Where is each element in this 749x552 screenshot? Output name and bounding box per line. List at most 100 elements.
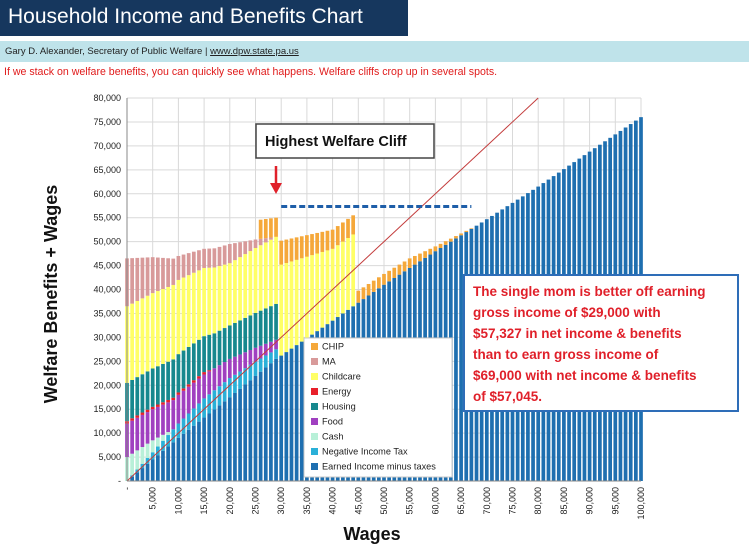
bar-segment: [171, 359, 176, 398]
legend-swatch: [311, 418, 318, 425]
bar-segment: [248, 240, 253, 252]
y-tick-label: 80,000: [93, 93, 121, 103]
y-tick-label: 15,000: [93, 404, 121, 414]
x-tick-label: 95,000: [610, 487, 620, 515]
bar-segment: [130, 420, 134, 454]
callout-line: gross income of $29,000 with: [473, 305, 661, 320]
bar-segment: [222, 328, 227, 363]
bar-segment: [325, 230, 330, 251]
legend-label: Energy: [322, 387, 352, 397]
x-tick-label: 40,000: [328, 487, 338, 515]
legend-swatch: [311, 463, 318, 470]
cliff-label: Highest Welfare Cliff: [265, 134, 407, 150]
bar-segment: [227, 263, 232, 326]
bar-segment: [305, 256, 309, 339]
bar-segment: [191, 408, 196, 426]
bar-segment: [274, 339, 278, 350]
bar-segment: [448, 238, 453, 242]
x-axis-label: Wages: [343, 524, 400, 544]
x-tick-label: 35,000: [302, 487, 312, 515]
legend-swatch: [311, 343, 318, 350]
y-tick-label: 25,000: [93, 356, 121, 366]
bar-segment: [222, 362, 227, 383]
y-tick-label: 10,000: [93, 428, 121, 438]
bar-segment: [181, 388, 186, 391]
bar-segment: [191, 343, 196, 381]
bar-segment: [155, 404, 160, 407]
bar-segment: [443, 241, 448, 245]
bar-segment: [217, 246, 222, 267]
bar-segment: [161, 289, 165, 364]
bar-segment: [150, 368, 155, 407]
bar-segment: [428, 248, 433, 255]
bar-segment: [166, 446, 170, 481]
bar-segment: [253, 239, 258, 249]
bar-segment: [294, 259, 299, 346]
bar-segment: [166, 402, 170, 433]
subtitle: If we stack on welfare benefits, you can…: [4, 66, 498, 78]
bar-segment: [299, 258, 304, 342]
bar-segment: [202, 398, 206, 418]
bar-segment: [356, 290, 361, 303]
bar-segment: [135, 300, 140, 378]
x-tick-label: 15,000: [199, 487, 209, 515]
bar-segment: [330, 248, 335, 321]
bar-segment: [222, 382, 227, 402]
bar-segment: [253, 347, 258, 362]
x-tick-label: 70,000: [482, 487, 492, 515]
cliff-arrow-head: [270, 183, 282, 194]
bar-segment: [197, 378, 201, 404]
bar-segment: [202, 374, 206, 399]
bar-segment: [197, 376, 201, 379]
bar-segment: [171, 400, 176, 430]
bar-segment: [402, 261, 407, 272]
x-tick-label: 25,000: [251, 487, 261, 515]
y-tick-label: 65,000: [93, 165, 121, 175]
bar-segment: [145, 295, 150, 372]
x-tick-label: 55,000: [405, 487, 415, 515]
bar-segment: [135, 257, 140, 301]
legend-label: MA: [322, 357, 337, 367]
bar-segment: [459, 233, 463, 236]
bar-segment: [186, 413, 191, 430]
chart-legend: CHIP MA Childcare Energy Housing Food Cash Nega…: [303, 337, 453, 478]
bar-segment: [279, 264, 284, 356]
bar-segment: [155, 446, 160, 456]
bar-segment: [181, 433, 186, 481]
bar-segment: [233, 374, 237, 393]
y-tick-label: 70,000: [93, 141, 121, 151]
bar-segment: [150, 440, 155, 453]
bar-segment: [145, 409, 150, 413]
legend-label: Negative Income Tax: [322, 447, 408, 457]
bar-segment: [238, 257, 242, 321]
bar-segment: [433, 246, 438, 252]
legend-swatch: [311, 373, 318, 380]
bar-segment: [171, 284, 176, 360]
bar-segment: [325, 250, 330, 325]
bar-segment: [176, 394, 181, 424]
x-tick-label: 20,000: [225, 487, 235, 515]
bar-segment: [289, 261, 294, 349]
chart-axes: - 5,000 10,000 15,000 20,000 25,000 30,000 35,0…: [41, 93, 646, 544]
bar-segment: [181, 350, 186, 389]
bar-segment: [202, 267, 206, 337]
bar-segment: [166, 286, 170, 362]
x-tick-label: 90,000: [585, 487, 595, 515]
bar-segment: [227, 244, 232, 264]
bar-segment: [227, 325, 232, 359]
bar-segment: [361, 287, 366, 300]
x-tick-label: 100,000: [636, 487, 646, 520]
bar-segment: [315, 232, 320, 254]
bar-segment: [145, 458, 150, 464]
callout-line: $69,000 with net income & benefits: [473, 368, 697, 383]
bar-segment: [145, 371, 150, 410]
bar-segment: [284, 352, 289, 481]
bar-segment: [387, 270, 391, 282]
bar-segment: [233, 322, 237, 357]
bar-segment: [258, 358, 263, 372]
bar-segment: [161, 434, 165, 441]
bar-segment: [305, 235, 309, 257]
byline-link[interactable]: www.dpw.state.pa.us: [210, 46, 299, 57]
x-tick-label: 85,000: [559, 487, 569, 515]
